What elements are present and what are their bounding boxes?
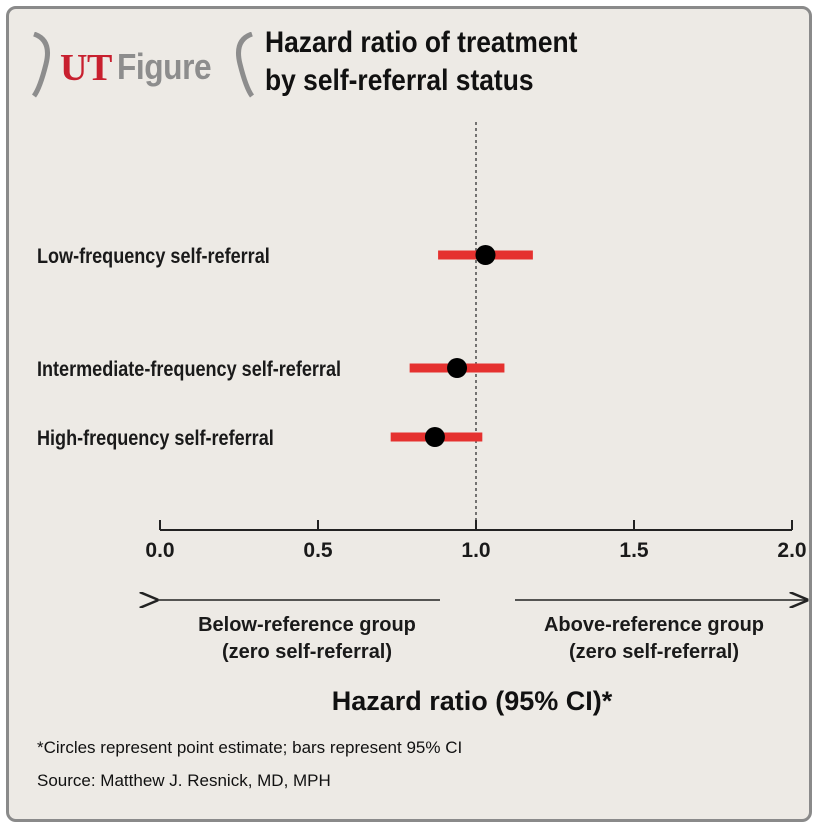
x-tick-label: 1.5 [619,539,649,562]
logo-brackets [31,32,255,98]
figure-frame [6,6,812,822]
row-label: Intermediate-frequency self-referral [37,358,341,382]
footnote: *Circles represent point estimate; bars … [37,738,463,757]
point-estimate [475,245,496,265]
source-note: Source: Matthew J. Resnick, MD, MPH [37,771,331,790]
logo-ut: UT [60,47,112,89]
x-tick-label: 2.0 [777,539,806,562]
x-axis-label: Hazard ratio (95% CI)* [332,686,613,716]
x-tick-label: 0.5 [303,539,333,562]
direction-left-label: (zero self-referral) [222,641,392,663]
point-estimate [447,358,468,378]
direction-right-label: Above-reference group [544,614,764,636]
logo-figure: Figure [117,46,212,87]
row-label: Low-frequency self-referral [37,245,270,269]
title-line-2: by self-referral status [265,64,534,97]
title-line-1: Hazard ratio of treatment [265,26,578,59]
x-tick-label: 1.0 [461,539,490,562]
chart-title: Hazard ratio of treatment by self-referr… [265,24,577,100]
point-estimate [424,427,445,447]
direction-left-label: Below-reference group [198,614,416,636]
x-tick-label: 0.0 [145,539,174,562]
direction-right-label: (zero self-referral) [569,641,739,663]
row-label: High-frequency self-referral [37,427,274,451]
